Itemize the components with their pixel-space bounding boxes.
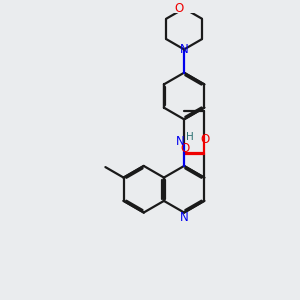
Text: H: H [187,132,194,142]
Text: O: O [180,142,189,155]
Text: O: O [200,133,209,146]
Text: N: N [180,211,189,224]
Text: N: N [176,135,184,148]
Text: O: O [174,2,184,15]
Text: N: N [179,43,188,56]
